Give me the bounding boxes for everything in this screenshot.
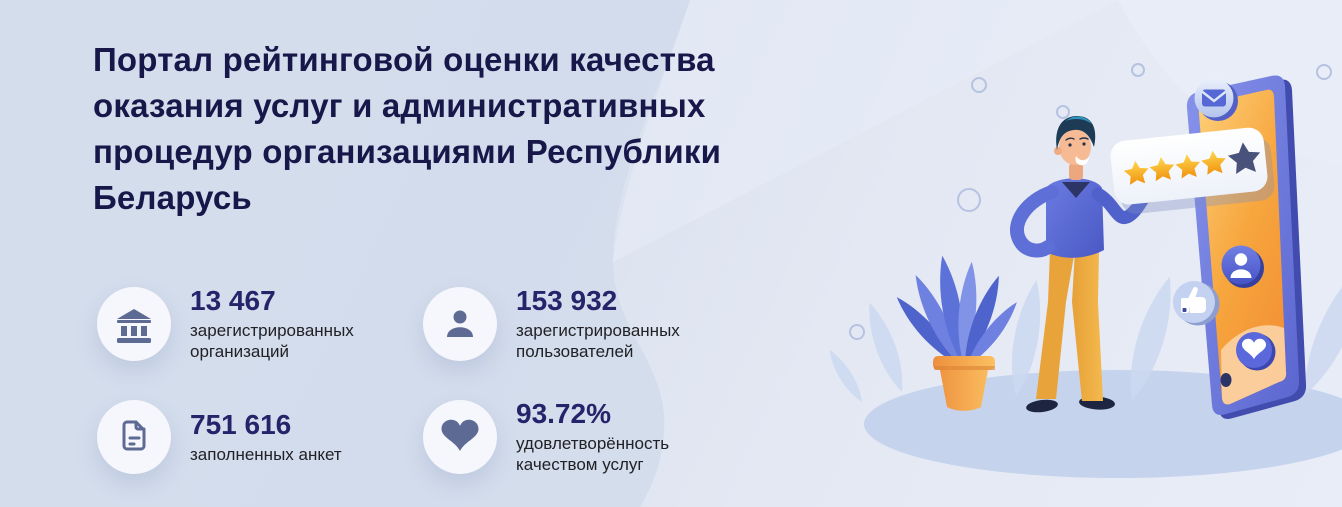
stat-label: заполненных анкет (190, 444, 342, 464)
thumbs-up-badge (1173, 281, 1220, 326)
stat-label: зарегистрированных пользователей (516, 321, 680, 361)
stat-text: 153 932 зарегистрированных пользователей (516, 285, 721, 362)
plant-illustration (891, 254, 1023, 411)
user-icon (447, 310, 473, 337)
user-badge (1221, 245, 1264, 288)
stat-label: удовлетворённость качеством услуг (516, 434, 670, 474)
heart-icon (441, 419, 479, 451)
thumbs-up-icon (1181, 287, 1206, 313)
bank-icon (117, 308, 151, 343)
user-badge-icon (1230, 253, 1252, 278)
stat-satisfaction: 93.72% удовлетворённость качеством услуг (423, 380, 749, 493)
stat-label: зарегистрированных организаций (190, 321, 354, 361)
envelope-icon (1201, 89, 1227, 107)
stat-completed-surveys: 751 616 заполненных анкет (97, 380, 423, 493)
home-button (1220, 373, 1232, 387)
rating-card (1110, 127, 1275, 214)
stat-text: 93.72% удовлетворённость качеством услуг (516, 398, 721, 475)
stat-value: 93.72% (516, 398, 611, 429)
stat-value: 13 467 (190, 285, 276, 316)
stat-text: 751 616 заполненных анкет (190, 409, 342, 465)
stats-grid: 13 467 зарегистрированных организаций 15… (97, 267, 749, 493)
stat-icon-circle (97, 399, 171, 474)
stat-icon-circle (97, 286, 171, 361)
page-title: Портал рейтинговой оценки качества оказа… (93, 41, 722, 216)
envelope-badge (1194, 78, 1238, 121)
stat-icon-circle (423, 399, 497, 474)
stat-value: 153 932 (516, 285, 618, 316)
stat-registered-organizations: 13 467 зарегистрированных организаций (97, 267, 423, 380)
stat-icon-circle (423, 286, 497, 361)
heart-badge (1236, 332, 1276, 371)
stat-registered-users: 153 932 зарегистрированных пользователей (423, 267, 749, 380)
man-illustration (1010, 116, 1155, 413)
document-icon (122, 420, 146, 450)
stat-text: 13 467 зарегистрированных организаций (190, 285, 395, 362)
bubble-decoration (849, 63, 1332, 340)
stat-value: 751 616 (190, 408, 292, 440)
